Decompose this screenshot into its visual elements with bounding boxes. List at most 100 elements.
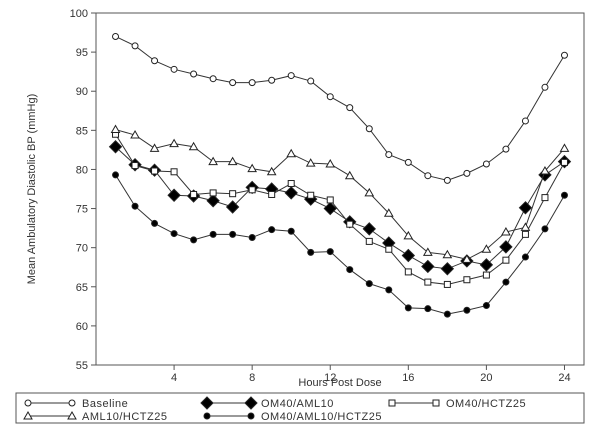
series-aml10-hctz25-point bbox=[169, 138, 179, 148]
series-om40-hctz25-point bbox=[365, 237, 373, 245]
series-om40-aml10-hctz25-point bbox=[209, 230, 217, 238]
series-baseline-point bbox=[209, 75, 217, 83]
x-tick-label: 4 bbox=[171, 372, 177, 384]
series-om40-aml10-point bbox=[499, 240, 513, 254]
series-om40-hctz25-point bbox=[482, 271, 490, 279]
series-om40-aml10-hctz25-point bbox=[365, 280, 373, 288]
series-om40-aml10-hctz25-point bbox=[404, 304, 412, 312]
series-om40-aml10-hctz25-point bbox=[385, 286, 393, 294]
legend-item-om40-aml10-point bbox=[244, 396, 258, 410]
series-om40-aml10-line bbox=[115, 146, 565, 270]
x-axis-title: Hours Post Dose bbox=[298, 377, 381, 389]
series-aml10-hctz25-point bbox=[540, 166, 550, 175]
series-aml10-hctz25-point bbox=[305, 158, 316, 167]
legend-item-om40-hctz25-point bbox=[432, 399, 440, 407]
series-om40-aml10-hctz25-point bbox=[502, 278, 510, 286]
series-om40-aml10-hctz25-point bbox=[443, 310, 451, 318]
y-tick-label: 55 bbox=[76, 360, 88, 372]
series-om40-aml10-point bbox=[108, 140, 123, 154]
series-aml10-hctz25-point bbox=[110, 124, 121, 134]
series-om40-hctz25 bbox=[112, 130, 568, 288]
series-aml10-hctz25 bbox=[110, 124, 570, 263]
series-om40-hctz25-point bbox=[424, 278, 432, 286]
series-aml10-hctz25-point bbox=[227, 156, 238, 166]
series-om40-hctz25-point bbox=[170, 168, 178, 176]
series-baseline-line bbox=[115, 36, 565, 181]
series-om40-aml10-hctz25-point bbox=[151, 219, 159, 227]
series-aml10-hctz25-line bbox=[115, 129, 565, 260]
series-baseline-point bbox=[541, 83, 549, 91]
series-om40-aml10-hctz25-point bbox=[170, 230, 178, 238]
legend-item-om40-hctz25-label: OM40/HCTZ25 bbox=[446, 398, 526, 410]
series-aml10-hctz25-point bbox=[481, 244, 492, 253]
series-om40-aml10-point bbox=[440, 262, 455, 276]
series-aml10-hctz25-point bbox=[208, 156, 218, 166]
legend-item-om40-hctz25: OM40/HCTZ25 bbox=[388, 398, 526, 410]
series-om40-aml10-hctz25-point bbox=[424, 305, 432, 313]
series-om40-aml10-point bbox=[284, 186, 298, 200]
series-om40-hctz25-point bbox=[443, 280, 451, 288]
series-baseline-point bbox=[365, 125, 373, 133]
series-om40-hctz25-point bbox=[502, 256, 510, 264]
series-aml10-hctz25-point bbox=[520, 222, 531, 231]
legend-item-om40-aml10: OM40/AML10 bbox=[200, 396, 333, 410]
series-baseline-point bbox=[248, 79, 256, 87]
series-om40-hctz25-point bbox=[463, 276, 471, 284]
series-baseline-point bbox=[560, 51, 568, 59]
series-om40-hctz25-point bbox=[131, 162, 139, 170]
series-baseline-point bbox=[307, 77, 315, 85]
y-tick-label: 60 bbox=[76, 321, 88, 333]
series-baseline-point bbox=[268, 76, 276, 84]
legend-item-aml10-hctz25-label: AML10/HCTZ25 bbox=[82, 411, 167, 423]
series-aml10-hctz25-point bbox=[286, 148, 297, 158]
series-om40-aml10 bbox=[108, 140, 572, 276]
series-om40-hctz25-point bbox=[346, 220, 354, 228]
y-tick-label: 85 bbox=[76, 125, 88, 137]
series-aml10-hctz25-point bbox=[501, 227, 511, 236]
series-om40-aml10-point bbox=[518, 201, 533, 215]
x-tick-label: 24 bbox=[558, 372, 570, 384]
series-om40-hctz25-point bbox=[151, 167, 159, 175]
y-tick-label: 95 bbox=[76, 47, 88, 59]
series-aml10-hctz25-point bbox=[266, 166, 277, 176]
series-baseline-point bbox=[229, 79, 237, 87]
series-om40-aml10-hctz25-point bbox=[463, 306, 471, 314]
series-aml10-hctz25-point bbox=[188, 141, 199, 151]
series-om40-hctz25-point bbox=[521, 230, 529, 238]
series-om40-aml10-hctz25-point bbox=[131, 202, 139, 210]
y-tick-label: 65 bbox=[76, 282, 88, 294]
x-axis-ticks: 4 8 12 16 20 24 bbox=[171, 365, 571, 384]
series-baseline-point bbox=[346, 104, 354, 112]
series-baseline-point bbox=[385, 151, 393, 159]
series-layer bbox=[108, 32, 572, 318]
y-tick-label: 70 bbox=[76, 243, 88, 255]
series-aml10-hctz25-point bbox=[149, 143, 160, 152]
series-om40-aml10-hctz25-point bbox=[287, 227, 295, 235]
series-om40-aml10-point bbox=[206, 194, 220, 208]
series-aml10-hctz25-point bbox=[442, 249, 453, 259]
series-om40-aml10-hctz25-point bbox=[190, 236, 198, 244]
series-om40-aml10-hctz25-point bbox=[307, 248, 315, 256]
series-baseline-point bbox=[326, 93, 334, 101]
series-om40-aml10-point bbox=[167, 188, 181, 202]
series-om40-aml10-hctz25-point bbox=[541, 225, 549, 233]
series-om40-aml10-point bbox=[421, 259, 435, 274]
series-om40-hctz25-point bbox=[229, 190, 237, 198]
y-axis-ticks: 55 60 65 70 75 80 85 90 95 100 bbox=[70, 8, 96, 372]
series-om40-aml10-hctz25-point bbox=[521, 253, 529, 261]
series-aml10-hctz25-point bbox=[383, 208, 394, 217]
series-baseline-point bbox=[482, 160, 490, 168]
series-om40-hctz25-point bbox=[209, 189, 217, 197]
series-om40-hctz25-point bbox=[541, 194, 549, 202]
series-baseline-point bbox=[170, 65, 178, 73]
x-tick-label: 8 bbox=[249, 372, 255, 384]
series-om40-aml10-hctz25-point bbox=[248, 233, 256, 241]
legend-item-aml10-hctz25-point bbox=[23, 410, 33, 420]
series-aml10-hctz25-point bbox=[422, 247, 433, 256]
legend: Baseline OM40/AML10 OM40/HCTZ25 AML10/HCTZ2… bbox=[23, 396, 526, 423]
series-aml10-hctz25-point bbox=[403, 230, 414, 240]
series-om40-hctz25-point bbox=[190, 190, 198, 198]
series-om40-aml10-hctz25 bbox=[112, 171, 568, 318]
legend-item-om40-aml10-hctz25-label: OM40/AML10/HCTZ25 bbox=[261, 411, 382, 423]
x-tick-label: 12 bbox=[324, 372, 336, 384]
